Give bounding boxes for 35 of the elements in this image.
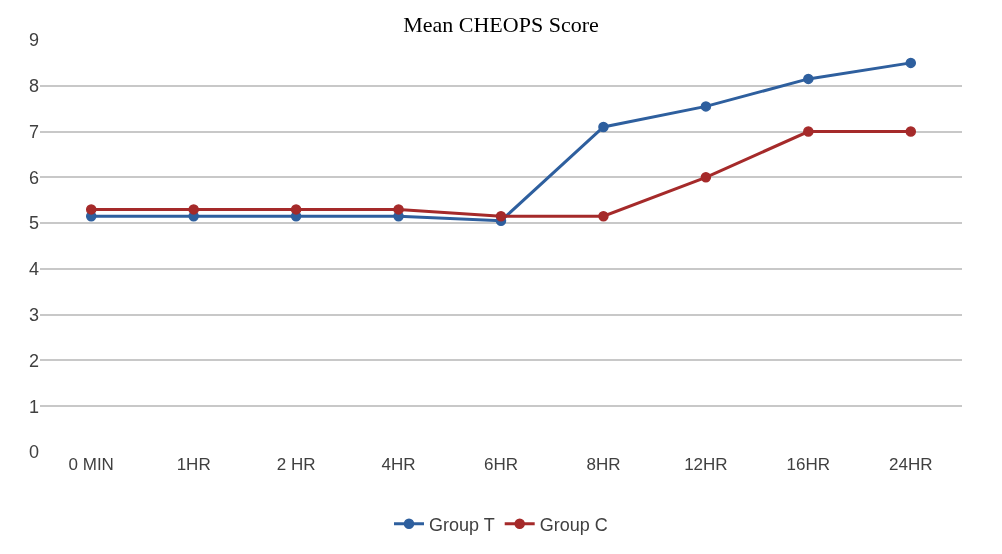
point <box>700 172 712 183</box>
x-tick-label: 12HR <box>684 455 728 474</box>
y-tick-label: 1 <box>28 396 39 417</box>
legend-label: Group C <box>539 514 608 535</box>
point <box>905 57 917 69</box>
x-tick-label: 2 HR <box>276 455 316 474</box>
y-tick-label: 6 <box>28 167 39 188</box>
x-tick-label: 1HR <box>176 455 211 474</box>
x-tick-label: 16HR <box>786 455 831 474</box>
x-tick-label: 0 MIN <box>68 455 114 474</box>
point <box>495 210 507 222</box>
x-tick-label: 24HR <box>889 455 933 474</box>
legend-label: Group T <box>429 514 495 535</box>
y-tick-label: 9 <box>28 30 39 51</box>
point <box>803 126 814 137</box>
y-tick-label: 2 <box>28 350 39 371</box>
y-tick-label: 4 <box>28 259 39 280</box>
point <box>598 210 609 222</box>
x-tick-label: 4HR <box>381 455 416 474</box>
point <box>290 204 302 215</box>
y-tick-label: 0 <box>28 442 39 463</box>
x-tick-label: 8HR <box>586 455 621 474</box>
point <box>905 126 917 137</box>
y-tick-label: 7 <box>28 121 39 142</box>
y-tick-label: 3 <box>28 304 39 325</box>
point <box>700 101 712 112</box>
point <box>393 204 404 215</box>
y-tick-label: 8 <box>28 76 39 97</box>
point <box>803 73 814 85</box>
point <box>188 204 199 215</box>
x-tick-label: 6HR <box>483 455 519 474</box>
point <box>85 204 97 215</box>
point <box>598 121 609 133</box>
y-tick-label: 5 <box>28 213 39 234</box>
chart-title: Mean CHEOPS Score <box>403 12 599 38</box>
